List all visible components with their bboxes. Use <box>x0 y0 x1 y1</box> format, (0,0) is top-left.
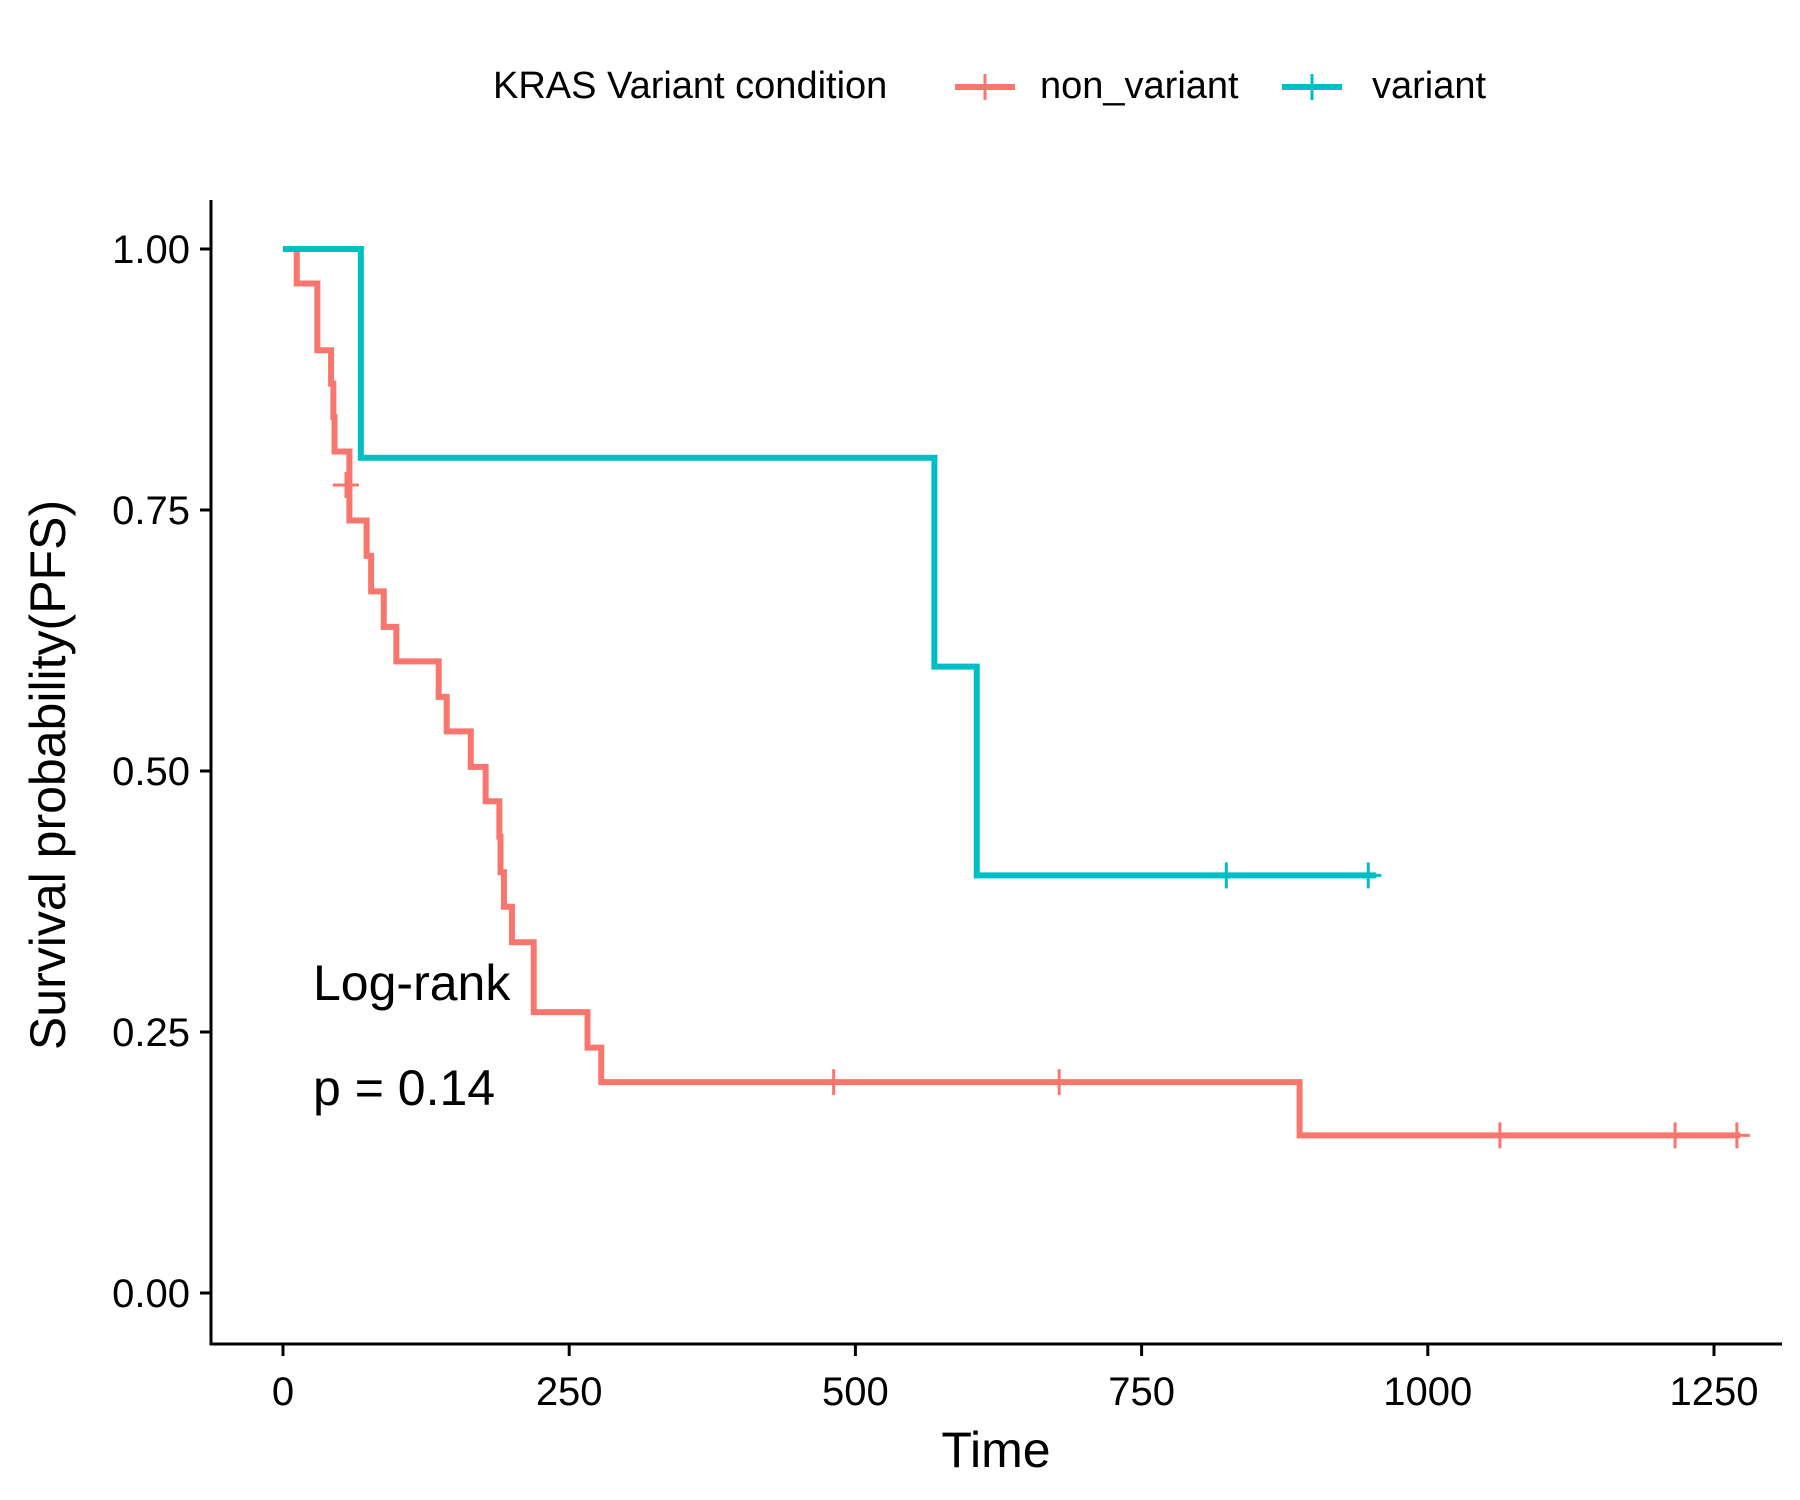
logrank-label: Log-rank <box>313 955 511 1011</box>
x-tick-label: 1250 <box>1670 1370 1759 1414</box>
legend-item-variant: variant <box>1282 65 1486 107</box>
y-axis-label: Survival probability(PFS) <box>20 500 76 1050</box>
series-layer <box>283 246 1750 1149</box>
y-tick-label: 0.50 <box>112 750 190 794</box>
legend: KRAS Variant condition non_variant varia… <box>493 65 1486 107</box>
legend-item-non-variant: non_variant <box>955 65 1239 107</box>
series-non-variant <box>283 246 1750 1149</box>
x-axis-ticks: 0 250 500 750 1000 1250 <box>272 1344 1759 1414</box>
x-tick-label: 500 <box>822 1370 889 1414</box>
x-tick-label: 750 <box>1108 1370 1175 1414</box>
logrank-pvalue: p = 0.14 <box>313 1060 495 1116</box>
y-tick-label: 0.75 <box>112 489 190 533</box>
legend-label-variant: variant <box>1372 65 1486 107</box>
x-tick-label: 250 <box>536 1370 603 1414</box>
y-tick-label: 0.00 <box>112 1272 190 1316</box>
legend-title: KRAS Variant condition <box>493 65 887 107</box>
x-tick-label: 0 <box>272 1370 294 1414</box>
x-tick-label: 1000 <box>1383 1370 1472 1414</box>
y-tick-label: 1.00 <box>112 228 190 272</box>
x-axis-label: Time <box>941 1422 1050 1478</box>
survival-curve-non-variant <box>283 246 1741 1139</box>
y-tick-label: 0.25 <box>112 1011 190 1055</box>
survival-curve-variant <box>283 246 1377 879</box>
series-variant <box>283 246 1382 889</box>
legend-label-non-variant: non_variant <box>1040 65 1239 107</box>
y-axis-ticks: 0.00 0.25 0.50 0.75 1.00 <box>112 228 211 1316</box>
